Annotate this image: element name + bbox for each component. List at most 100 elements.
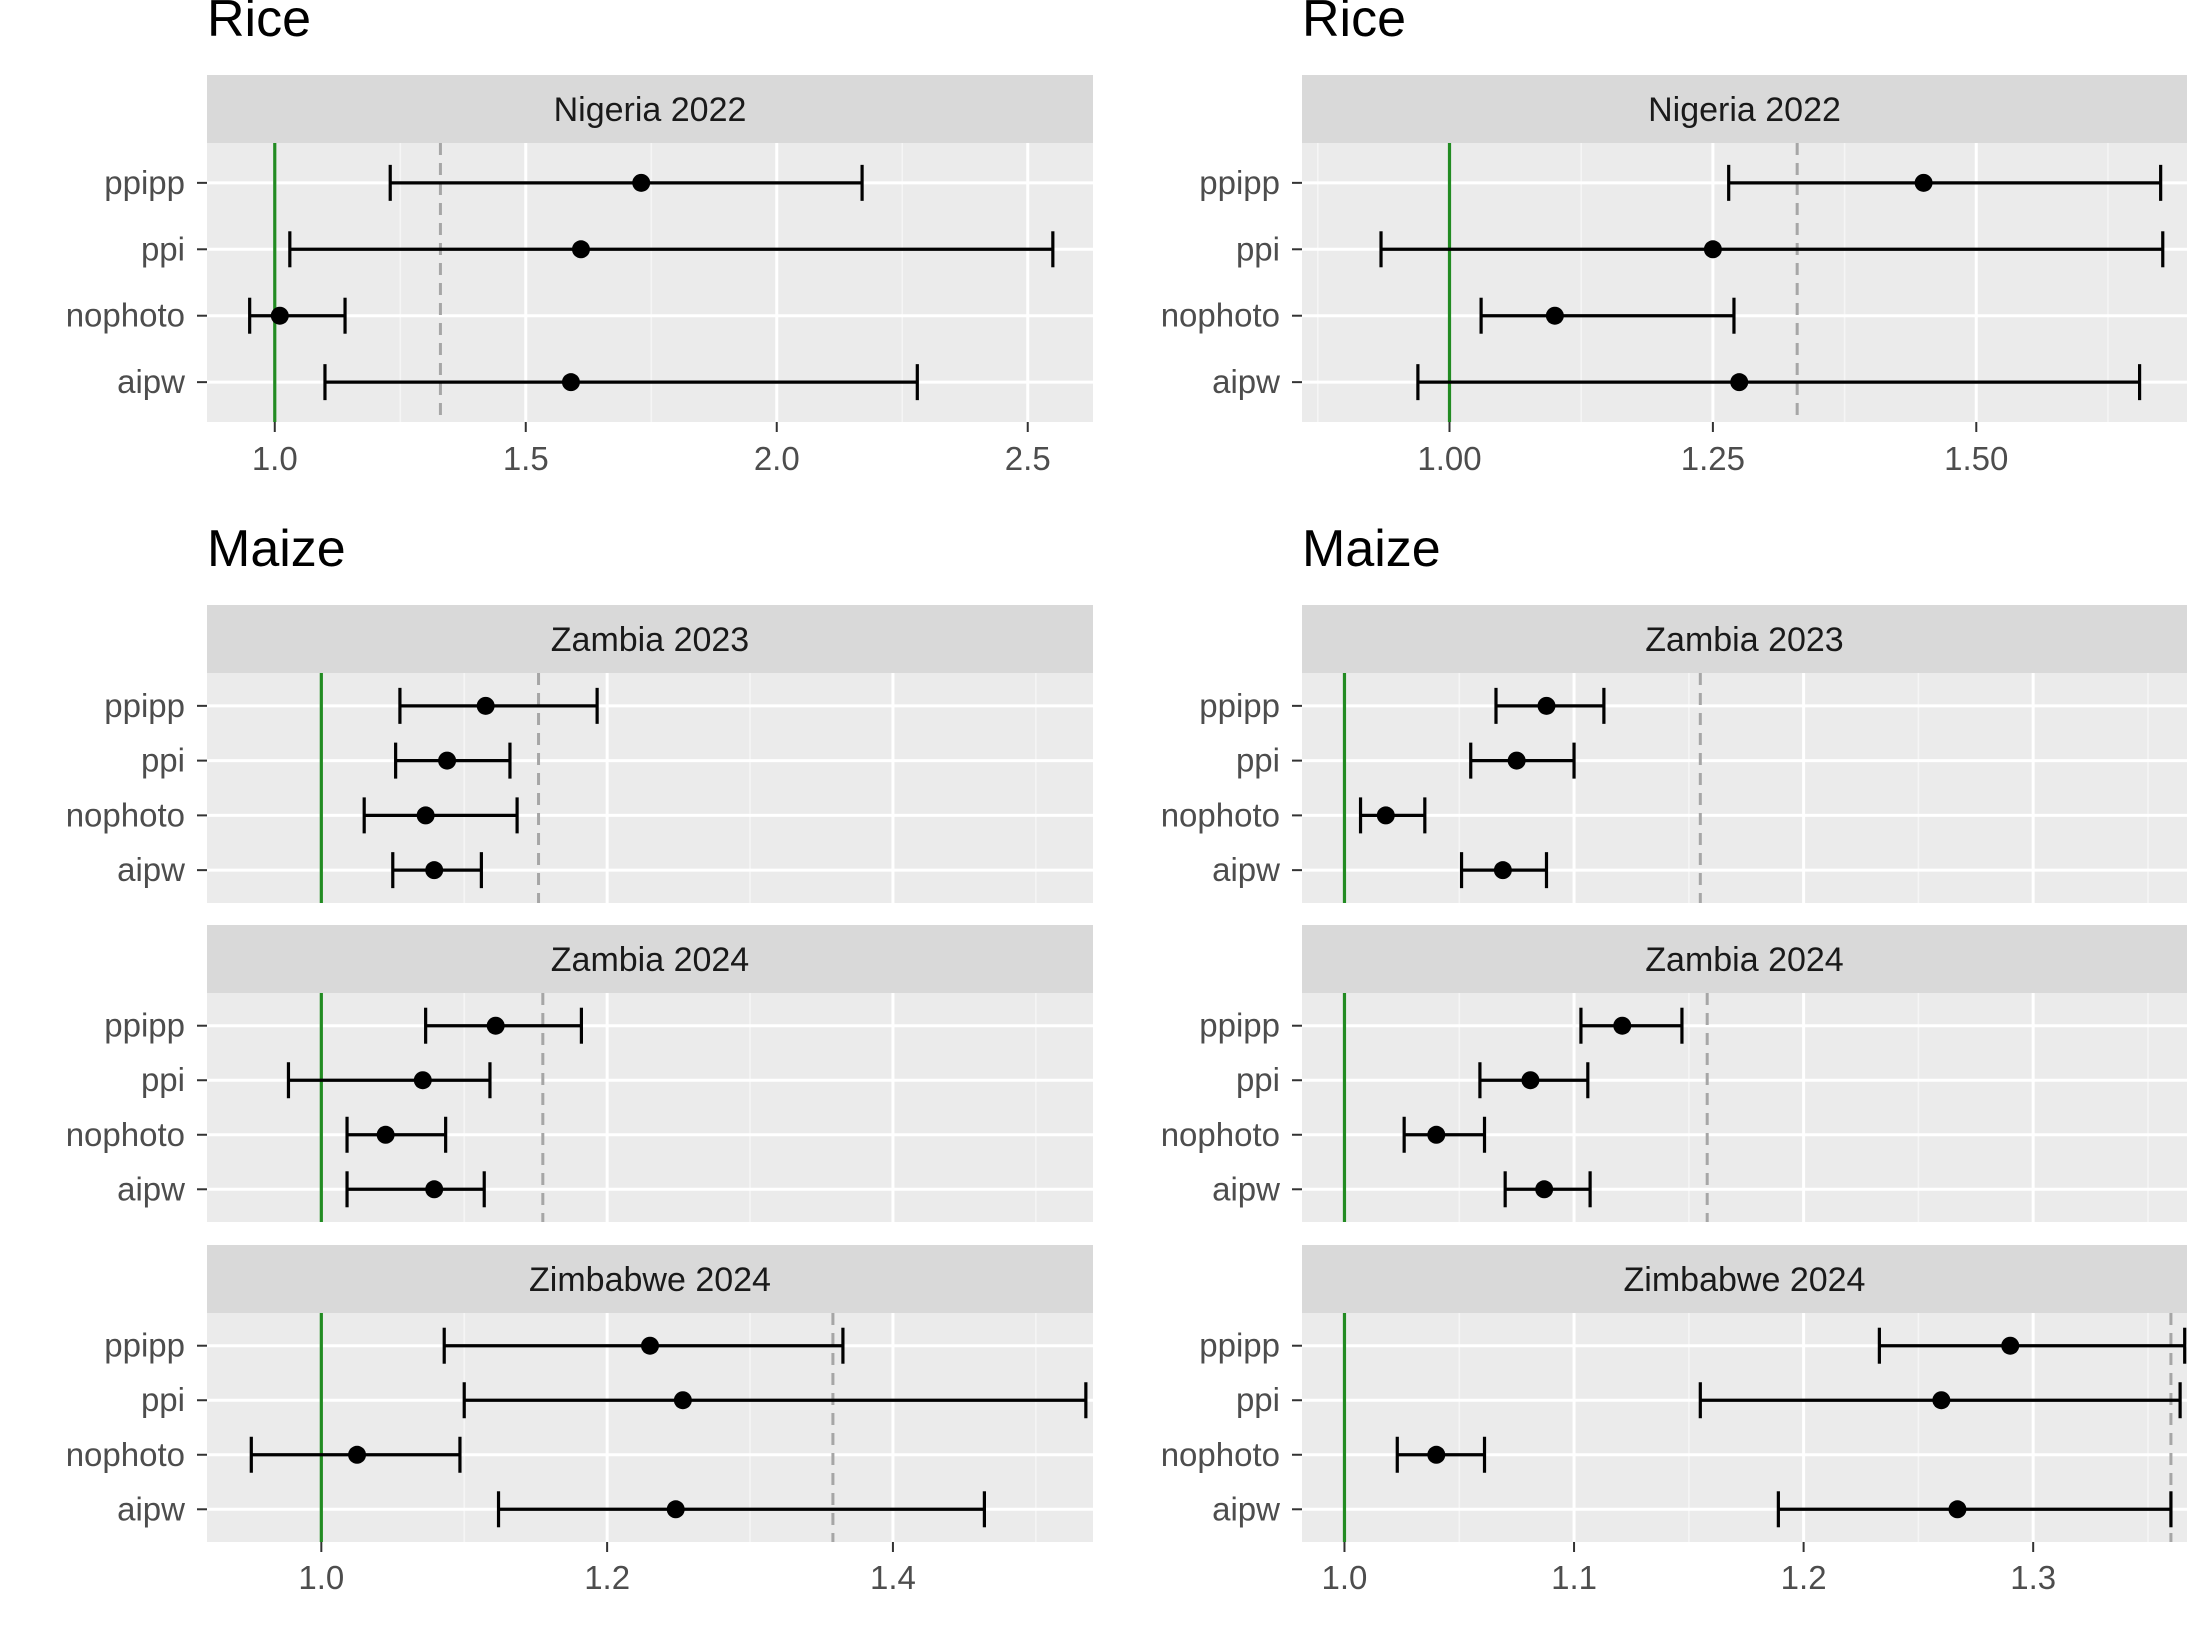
estimate-point-ppipp (641, 1336, 659, 1355)
estimate-point-aipw (1493, 861, 1512, 880)
panel-background (1302, 1313, 2187, 1542)
y-tick-label: aipw (1212, 1170, 1280, 1207)
estimate-point-aipw (666, 1500, 685, 1519)
facet-strip (1302, 75, 2187, 143)
facet-strip-label: Zambia 2024 (551, 941, 749, 979)
panel-background (207, 143, 1093, 422)
estimate-point-nophoto (270, 306, 289, 325)
estimate-point-aipw (425, 861, 444, 880)
estimate-point-nophoto (1427, 1445, 1446, 1464)
y-tick-label: ppipp (1199, 1327, 1280, 1364)
panel-background (1302, 993, 2187, 1222)
estimate-point-nophoto (1376, 806, 1395, 825)
panel-background (1302, 673, 2187, 903)
y-tick-label: ppi (141, 1061, 185, 1098)
estimate-point-ppi (438, 751, 457, 770)
estimate-point-ppi (1507, 751, 1526, 770)
facet-strip (207, 925, 1093, 993)
facet-1: Zambia 2024 ppipp ppi nophoto aipw (1161, 925, 2187, 1222)
y-tick-label: ppi (1236, 742, 1280, 779)
x-tick-label: 1.4 (870, 1559, 916, 1596)
y-tick-label: nophoto (1161, 1116, 1280, 1153)
estimate-point-ppipp (1613, 1016, 1632, 1035)
facet-0: Nigeria 2022 ppipp ppi nophoto aipw 1.0 1.5 2.0… (66, 75, 1093, 477)
x-tick-label: 1.5 (503, 440, 549, 477)
panel-background (207, 673, 1093, 903)
estimate-point-ppi (413, 1071, 432, 1090)
y-tick-label: nophoto (66, 1116, 185, 1153)
y-tick-label: nophoto (1161, 297, 1280, 334)
y-tick-label: aipw (1212, 851, 1280, 888)
facet-strip-label: Zambia 2023 (551, 621, 749, 659)
y-tick-label: ppipp (1199, 687, 1280, 724)
y-tick-label: nophoto (66, 297, 185, 334)
facet-strip (1302, 925, 2187, 993)
x-tick-label: 1.3 (2010, 1559, 2056, 1596)
estimate-point-aipw (425, 1180, 444, 1199)
facet-strip-label: Zambia 2023 (1645, 621, 1843, 659)
y-tick-label: nophoto (1161, 1436, 1280, 1473)
x-tick-label: 1.25 (1681, 440, 1745, 477)
chart-panel-top-left: Rice Nigeria 2022 ppipp ppi nophoto aipw 1.0 1.… (66, 0, 1093, 477)
x-tick-label: 1.00 (1417, 440, 1481, 477)
estimate-point-nophoto (416, 806, 435, 825)
chart-panel-top-right: Rice Nigeria 2022 ppipp ppi nophoto aipw 1.00 1… (1161, 0, 2187, 477)
estimate-point-ppipp (476, 696, 495, 715)
facet-strip (1302, 1245, 2187, 1313)
x-tick-label: 1.50 (1944, 440, 2008, 477)
panel-title: Maize (207, 520, 346, 578)
y-tick-label: ppipp (1199, 1007, 1280, 1044)
x-tick-label: 1.0 (252, 440, 298, 477)
y-tick-label: aipw (117, 1490, 185, 1527)
y-tick-label: ppi (1236, 230, 1280, 267)
facet-strip-label: Zimbabwe 2024 (1624, 1261, 1866, 1299)
facet-strip (207, 75, 1093, 143)
y-tick-label: ppipp (104, 164, 185, 201)
x-tick-label: 1.2 (584, 1559, 630, 1596)
facet-strip (207, 1245, 1093, 1313)
estimate-point-aipw (561, 373, 580, 392)
estimate-point-aipw (1535, 1180, 1554, 1199)
y-tick-label: ppipp (1199, 164, 1280, 201)
x-tick-label: 2.0 (754, 440, 800, 477)
estimate-point-nophoto (1427, 1125, 1446, 1144)
estimate-point-ppi (1521, 1071, 1540, 1090)
x-tick-label: 1.2 (1781, 1559, 1827, 1596)
facet-0: Nigeria 2022 ppipp ppi nophoto aipw 1.00 1.25 1… (1161, 75, 2187, 477)
panel-title: Maize (1302, 520, 1441, 578)
x-tick-label: 1.0 (298, 1559, 344, 1596)
y-tick-label: aipw (117, 363, 185, 400)
estimate-point-ppipp (1914, 173, 1933, 192)
estimate-point-ppipp (486, 1016, 505, 1035)
facet-1: Zambia 2024 ppipp ppi nophoto aipw (66, 925, 1093, 1222)
panel-background (207, 993, 1093, 1222)
estimate-point-ppi (1932, 1391, 1951, 1410)
estimate-point-ppipp (1537, 696, 1556, 715)
facet-strip (1302, 605, 2187, 673)
y-tick-label: aipw (1212, 363, 1280, 400)
y-tick-label: aipw (117, 851, 185, 888)
x-tick-label: 1.1 (1551, 1559, 1597, 1596)
estimate-point-ppi (1703, 240, 1722, 259)
facet-strip-label: Nigeria 2022 (554, 91, 747, 129)
facet-2: Zimbabwe 2024 ppipp ppi nophoto aipw 1.0 1.2 1.… (66, 1245, 1093, 1596)
facet-0: Zambia 2023 ppipp ppi nophoto aipw (66, 605, 1093, 903)
panel-title: Rice (1302, 0, 1406, 48)
y-tick-label: ppi (1236, 1381, 1280, 1418)
estimate-point-nophoto (348, 1445, 367, 1464)
y-tick-label: ppi (141, 230, 185, 267)
estimate-point-nophoto (376, 1125, 395, 1144)
y-tick-label: aipw (117, 1170, 185, 1207)
y-tick-label: aipw (1212, 1490, 1280, 1527)
panel-title: Rice (207, 0, 311, 48)
facet-strip-label: Nigeria 2022 (1648, 91, 1841, 129)
estimate-point-ppi (571, 240, 590, 259)
y-tick-label: ppipp (104, 1007, 185, 1044)
y-tick-label: ppipp (104, 687, 185, 724)
estimate-point-aipw (1948, 1500, 1967, 1519)
facet-0: Zambia 2023 ppipp ppi nophoto aipw (1161, 605, 2187, 903)
y-tick-label: ppi (141, 742, 185, 779)
